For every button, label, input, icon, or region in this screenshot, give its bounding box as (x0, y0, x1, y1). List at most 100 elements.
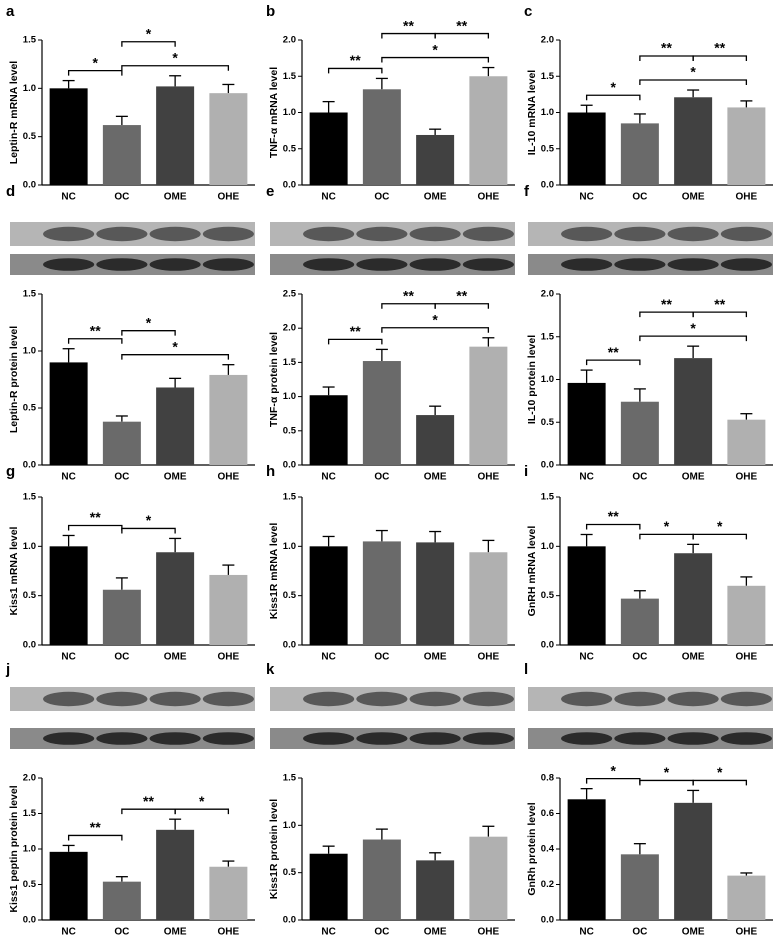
sig-label: ** (608, 344, 619, 360)
blot-band (303, 691, 355, 707)
bar (416, 542, 455, 645)
bar (727, 419, 766, 465)
x-tick-label: OME (682, 652, 705, 663)
x-tick-label: OC (374, 192, 389, 203)
sig-bracket (381, 303, 436, 309)
x-tick-label: OC (374, 927, 389, 938)
y-tick-label: 0.0 (23, 460, 36, 471)
y-tick-label: 0.0 (23, 915, 36, 926)
y-tick-label: 1.0 (541, 541, 554, 552)
x-tick-label: OME (682, 927, 705, 938)
sig-bracket (585, 778, 641, 784)
y-tick-label: 2.0 (283, 323, 296, 334)
blot-band (303, 226, 355, 242)
y-tick-label: 2.0 (283, 35, 296, 46)
x-tick-label: OC (632, 927, 647, 938)
sig-label: * (146, 314, 152, 330)
y-tick-label: 0.5 (23, 131, 37, 142)
sig-label: ** (661, 40, 672, 56)
blot-band (462, 226, 514, 242)
y-tick-label: 1.5 (283, 773, 297, 784)
bar (309, 546, 348, 645)
y-tick-label: 0.5 (23, 590, 37, 601)
bar (209, 574, 248, 645)
x-tick-label: NC (61, 192, 75, 203)
sig-label: ** (456, 17, 467, 33)
y-axis-label: IL-10 mRNA level (526, 70, 538, 155)
blot-band (43, 258, 95, 271)
x-tick-label: OME (164, 652, 187, 663)
x-tick-label: NC (579, 192, 593, 203)
x-tick-label: OME (164, 927, 187, 938)
y-tick-label: 1.0 (541, 107, 554, 118)
x-tick-label: NC (61, 652, 75, 663)
y-tick-label: 0.5 (23, 403, 37, 414)
y-tick-label: 0.0 (23, 640, 36, 651)
panel-letter: h (266, 463, 275, 480)
y-tick-label: 0.5 (283, 590, 297, 601)
sig-bracket (121, 354, 230, 360)
x-tick-label: OHE (736, 472, 758, 483)
bar (620, 598, 659, 645)
bar (156, 387, 195, 465)
y-tick-label: 1.5 (283, 492, 297, 503)
blot-band (43, 732, 95, 745)
bar (102, 421, 141, 465)
x-tick-label: NC (579, 652, 593, 663)
blot-band (303, 258, 355, 271)
blot-band (356, 226, 408, 242)
y-tick-label: 1.5 (23, 289, 37, 300)
x-tick-label: NC (321, 192, 335, 203)
y-tick-label: 1.0 (283, 820, 296, 831)
y-tick-label: 2.0 (541, 35, 554, 46)
blot-band (202, 732, 254, 745)
bar (620, 123, 659, 185)
bar (727, 875, 766, 920)
y-tick-label: 0.0 (283, 640, 296, 651)
y-tick-label: 1.5 (23, 808, 37, 819)
bar (469, 836, 508, 920)
sig-label: * (93, 54, 99, 70)
panel-letter: b (266, 3, 275, 20)
sig-bracket (121, 65, 230, 71)
sig-label: ** (608, 508, 619, 524)
bar (416, 415, 455, 465)
x-tick-label: OC (114, 192, 129, 203)
y-axis-label: Kiss1 mRNA level (8, 526, 20, 615)
sig-bracket (692, 311, 748, 318)
bar (727, 585, 766, 645)
bar (362, 89, 401, 185)
panel-letter: a (6, 3, 15, 20)
x-tick-label: OC (632, 192, 647, 203)
x-tick-label: OHE (218, 472, 240, 483)
sig-bracket (67, 524, 123, 531)
x-tick-label: NC (321, 927, 335, 938)
sig-label: ** (403, 17, 414, 33)
blot-band (409, 732, 461, 745)
y-tick-label: 0.5 (283, 867, 297, 878)
blot-band (356, 691, 408, 707)
sig-bracket (174, 808, 230, 815)
bar (102, 125, 141, 185)
bar (309, 853, 348, 920)
bar (209, 93, 248, 185)
sig-label: ** (714, 296, 725, 312)
sig-label: ** (90, 819, 101, 835)
y-tick-label: 1.5 (23, 35, 37, 46)
blot-band (149, 226, 201, 242)
bar (49, 88, 88, 185)
y-tick-label: 1.5 (23, 492, 37, 503)
sig-bracket (692, 779, 748, 786)
blot-band (614, 691, 666, 707)
bar (309, 112, 348, 185)
sig-label: * (664, 518, 670, 534)
sig-bracket (639, 79, 748, 86)
panel-letter: d (6, 183, 15, 200)
y-tick-label: 0.0 (541, 180, 554, 191)
y-tick-label: 1.5 (541, 331, 555, 342)
sig-label: ** (350, 323, 361, 339)
panel-letter: f (524, 183, 530, 200)
sig-label: * (611, 79, 617, 95)
x-tick-label: OHE (478, 472, 500, 483)
y-tick-label: 0.8 (541, 773, 554, 784)
